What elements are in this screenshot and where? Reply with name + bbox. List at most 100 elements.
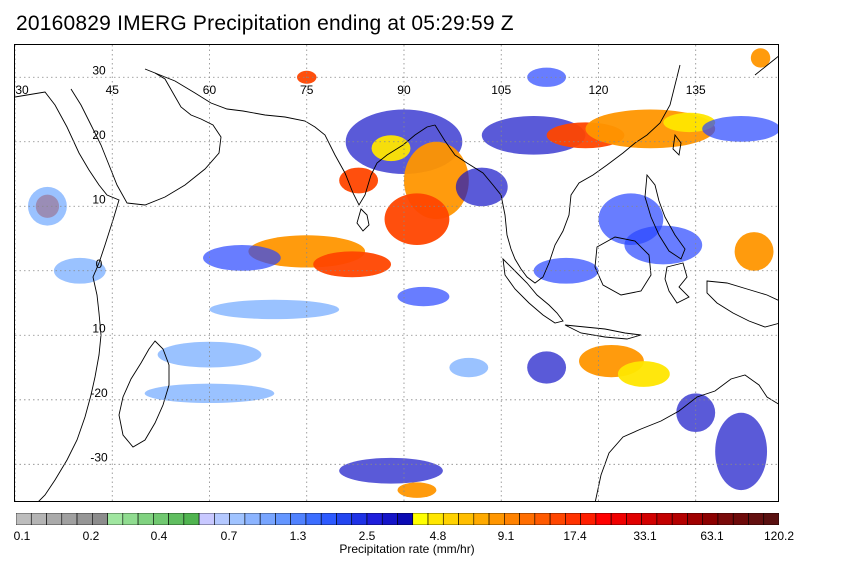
precip-cell	[384, 193, 450, 245]
colorbar-label: 0.7	[220, 529, 238, 543]
precip-cell	[339, 167, 379, 194]
colorbar-swatch	[16, 513, 32, 525]
colorbar-swatch	[595, 513, 612, 525]
colorbar-swatch	[473, 513, 490, 525]
coastline-sulawesi	[664, 262, 690, 304]
colorbar-swatch	[626, 513, 642, 525]
colorbar-label: 0.1	[13, 529, 31, 543]
colorbar-swatch	[229, 513, 246, 525]
coastline-australia	[594, 374, 778, 501]
colorbar-swatch	[458, 513, 475, 525]
lon-tick-label: 120	[588, 83, 608, 97]
colorbar-swatch	[763, 513, 779, 525]
colorbar-label: 0.2	[82, 529, 100, 543]
colorbar-label: 9.1	[497, 529, 515, 543]
colorbar-swatch	[30, 513, 47, 525]
colorbar-swatch	[198, 513, 215, 525]
lat-tick-label: 10	[92, 321, 106, 335]
colorbar-swatch	[641, 513, 658, 525]
lon-tick-label: 75	[300, 83, 314, 97]
colorbar-swatch	[214, 513, 230, 525]
colorbar-swatch	[92, 513, 108, 525]
coastline-taiwan	[672, 133, 682, 156]
precip-cell	[449, 357, 489, 378]
precipitation-map: 30 45 60 75 90 105 120 135 30 20 10 0 10 -20 -30	[14, 44, 779, 502]
precip-cell	[734, 232, 774, 271]
coastline-madagascar	[118, 340, 170, 448]
colorbar-swatch	[397, 513, 414, 525]
map-title: 20160829 IMERG Precipitation ending at 0…	[16, 12, 514, 35]
precip-cell	[527, 351, 567, 384]
precip-cell	[455, 167, 508, 207]
colorbar	[16, 513, 779, 525]
colorbar-swatch	[534, 513, 551, 525]
precip-cell	[481, 115, 586, 155]
precip-cell	[313, 251, 392, 278]
colorbar-swatch	[290, 513, 307, 525]
precip-cell	[533, 257, 599, 284]
lat-tick-label: 20	[92, 128, 106, 142]
colorbar-swatch	[153, 513, 169, 525]
colorbar-swatch	[687, 513, 704, 525]
precip-cell	[144, 383, 275, 404]
precipitation-layer	[27, 48, 778, 498]
colorbar-swatch	[351, 513, 368, 525]
precip-cell	[397, 286, 450, 307]
coastline-layer	[15, 56, 778, 501]
colorbar-swatch	[122, 513, 139, 525]
lat-tick-label: 10	[92, 192, 106, 206]
colorbar-swatch	[107, 513, 124, 525]
lon-tick-label: 135	[686, 83, 706, 97]
precip-cell	[371, 135, 411, 162]
coastline-philippines	[644, 173, 686, 260]
coastline-persian-gulf	[154, 72, 436, 206]
coastline-new-guinea	[706, 280, 778, 328]
lat-tick-label: 30	[92, 63, 106, 77]
colorbar-swatch	[519, 513, 536, 525]
precip-cell	[702, 115, 778, 142]
coastline-sumatra	[502, 257, 564, 324]
coastline-sri-lanka	[356, 208, 370, 232]
colorbar-swatch	[137, 513, 154, 525]
lon-tick-label: 45	[106, 83, 120, 97]
lon-tick-label: 60	[203, 83, 217, 97]
colorbar-swatch	[717, 513, 734, 525]
colorbar-swatch	[275, 513, 291, 525]
lat-tick-label: -20	[90, 386, 108, 400]
colorbar-label: 120.2	[763, 529, 795, 543]
lon-tick-label: 105	[491, 83, 511, 97]
colorbar-swatch	[305, 513, 322, 525]
coastline-java	[564, 324, 642, 340]
colorbar-swatch	[488, 513, 505, 525]
precip-cell	[663, 112, 716, 133]
colorbar-swatch	[580, 513, 597, 525]
colorbar-swatch	[565, 513, 581, 525]
colorbar-swatch	[412, 513, 429, 525]
colorbar-label: 33.1	[633, 529, 657, 543]
colorbar-label: 17.4	[563, 529, 587, 543]
colorbar-swatch	[46, 513, 63, 525]
colorbar-caption: Precipitation rate (mm/hr)	[339, 542, 475, 556]
colorbar-swatch	[381, 513, 398, 525]
colorbar-swatch	[504, 513, 520, 525]
colorbar-swatch	[732, 513, 749, 525]
colorbar-swatch	[336, 513, 353, 525]
colorbar-label: 4.8	[429, 529, 447, 543]
colorbar-swatch	[748, 513, 765, 525]
colorbar-swatch	[442, 513, 459, 525]
precip-cell	[209, 299, 340, 320]
colorbar-label: 2.5	[358, 529, 376, 543]
precip-cell	[598, 193, 664, 245]
precip-cell	[397, 482, 437, 498]
colorbar-swatch	[259, 513, 276, 525]
coastline-africa-east	[15, 91, 120, 501]
precip-cell	[750, 48, 771, 68]
precip-cell	[157, 341, 262, 368]
coastline-japan	[754, 56, 778, 76]
precip-cell	[715, 412, 768, 491]
precip-cell	[203, 244, 281, 271]
lon-tick-label: 30	[15, 83, 29, 97]
colorbar-swatch	[610, 513, 627, 525]
